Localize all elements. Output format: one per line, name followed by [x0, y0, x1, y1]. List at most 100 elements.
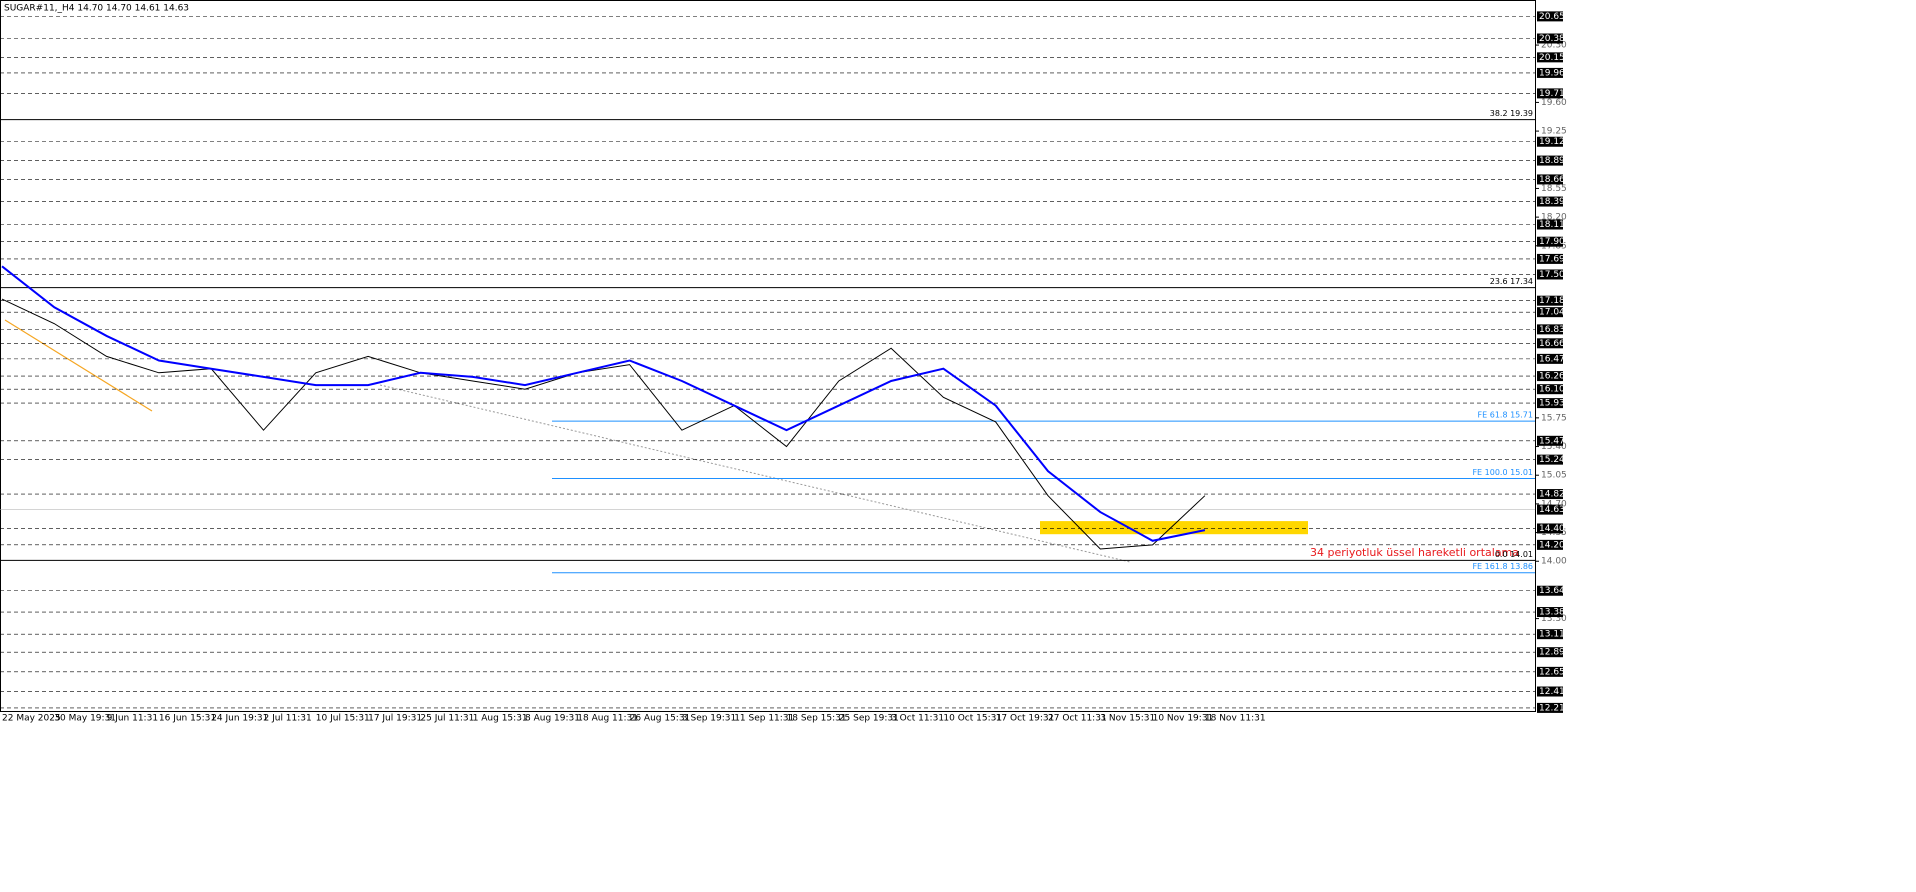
level-box — [1537, 523, 1563, 534]
level-label: 13.38 — [1539, 608, 1565, 618]
y-tick-label: 19.60 — [1541, 98, 1567, 108]
level-box — [1537, 371, 1563, 382]
x-tick-label: 3 Oct 11:31 — [891, 714, 944, 724]
x-tick-label: 17 Jul 19:31 — [368, 714, 422, 724]
level-box — [1537, 539, 1563, 550]
y-tick-label: 15.40 — [1541, 442, 1567, 452]
y-tick-label: 13.30 — [1541, 614, 1567, 624]
x-tick-label: 8 Aug 19:31 — [525, 714, 580, 724]
level-box — [1537, 174, 1563, 185]
x-tick-label: 1 Aug 15:31 — [473, 714, 528, 724]
y-tick-label: 20.30 — [1541, 41, 1567, 51]
x-tick-label: 2 Jul 11:31 — [264, 714, 312, 724]
level-label: 12.65 — [1539, 667, 1565, 677]
level-label: 12.21 — [1539, 703, 1565, 713]
plot-frame — [0, 0, 1536, 712]
level-label: 16.66 — [1539, 339, 1565, 349]
level-label: 14.82 — [1539, 490, 1565, 500]
level-box — [1537, 504, 1563, 515]
level-label: 13.11 — [1539, 630, 1565, 640]
level-label: 14.20 — [1539, 540, 1565, 550]
level-box — [1537, 155, 1563, 166]
level-label: 18.89 — [1539, 156, 1565, 166]
zone — [1040, 521, 1308, 535]
series-line — [1, 298, 1206, 550]
y-tick-label: 15.75 — [1541, 413, 1567, 423]
x-tick-label: 26 Aug 15:31 — [630, 714, 691, 724]
level-label: 20.15 — [1539, 53, 1565, 63]
fibo-label: 38.2 19.39 — [1490, 109, 1533, 118]
level-box — [1537, 236, 1563, 247]
level-label: 19.12 — [1539, 137, 1565, 147]
x-tick-label: 10 Nov 19:31 — [1153, 714, 1214, 724]
level-box — [1537, 196, 1563, 207]
level-label: 15.47 — [1539, 436, 1565, 446]
level-box — [1537, 384, 1563, 395]
y-tick-label: 15.05 — [1541, 471, 1567, 481]
level-box — [1537, 666, 1563, 677]
level-label: 20.65 — [1539, 12, 1565, 22]
level-box — [1537, 398, 1563, 409]
level-box — [1537, 324, 1563, 335]
fibo-label: 23.6 17.34 — [1490, 277, 1533, 286]
level-label: 20.38 — [1539, 34, 1565, 44]
x-tick-label: 25 Jul 11:31 — [420, 714, 474, 724]
expansion-label: FE 161.8 13.86 — [1472, 562, 1533, 571]
level-label: 18.66 — [1539, 175, 1565, 185]
level-label: 17.69 — [1539, 254, 1565, 264]
level-box — [1537, 585, 1563, 596]
fibo-label: 0.0 14.01 — [1495, 550, 1533, 559]
y-tick-label: 14.70 — [1541, 499, 1567, 509]
level-label: 17.90 — [1539, 237, 1565, 247]
level-label: 12.41 — [1539, 687, 1565, 697]
x-tick-label: 22 May 2025 — [2, 714, 61, 724]
x-tick-label: 18 Aug 11:31 — [577, 714, 638, 724]
level-label: 19.71 — [1539, 89, 1565, 99]
trend-line — [4, 319, 153, 412]
y-tick-label: 19.25 — [1541, 127, 1567, 137]
x-tick-label: 16 Jun 15:31 — [159, 714, 216, 724]
trend-line — [379, 384, 1131, 563]
level-label: 16.26 — [1539, 372, 1565, 382]
x-tick-label: 11 Sep 11:31 — [734, 714, 794, 724]
level-box — [1537, 33, 1563, 44]
x-tick-label: 27 Oct 11:31 — [1048, 714, 1107, 724]
x-tick-label: 25 Sep 19:31 — [839, 714, 899, 724]
level-label: 18.39 — [1539, 197, 1565, 207]
level-label: 16.47 — [1539, 354, 1565, 364]
level-label: 17.18 — [1539, 296, 1565, 306]
level-box — [1537, 647, 1563, 658]
annotation: 34 periyotluk üssel hareketli ortalama — [1310, 546, 1519, 559]
level-label: 17.50 — [1539, 270, 1565, 280]
x-tick-label: 18 Nov 11:31 — [1205, 714, 1266, 724]
x-tick-label: 3 Nov 15:31 — [1100, 714, 1155, 724]
y-tick-label: 18.20 — [1541, 213, 1567, 223]
x-tick-label: 10 Oct 15:31 — [943, 714, 1002, 724]
level-label: 14.40 — [1539, 524, 1565, 534]
level-box — [1537, 489, 1563, 500]
expansion-label: FE 61.8 15.71 — [1478, 411, 1533, 420]
level-label: 18.11 — [1539, 220, 1565, 230]
level-box — [1537, 253, 1563, 264]
level-label: 15.24 — [1539, 455, 1565, 465]
level-box — [1537, 454, 1563, 465]
y-tick-label: 18.55 — [1541, 184, 1567, 194]
level-box — [1537, 353, 1563, 364]
level-label: 16.83 — [1539, 325, 1565, 335]
level-box — [1537, 136, 1563, 147]
level-box — [1537, 702, 1563, 713]
level-box — [1537, 307, 1563, 318]
level-label: 19.96 — [1539, 68, 1565, 78]
level-box — [1537, 88, 1563, 99]
level-label: 16.10 — [1539, 385, 1565, 395]
level-box — [1537, 629, 1563, 640]
level-label: 15.93 — [1539, 399, 1565, 409]
level-label: 13.64 — [1539, 586, 1565, 596]
x-tick-label: 24 Jun 19:31 — [211, 714, 268, 724]
x-tick-label: 17 Oct 19:31 — [996, 714, 1055, 724]
level-label: 17.04 — [1539, 308, 1565, 318]
x-tick-label: 30 May 19:31 — [54, 714, 116, 724]
x-tick-label: 10 Jul 15:31 — [316, 714, 370, 724]
level-box — [1537, 67, 1563, 78]
